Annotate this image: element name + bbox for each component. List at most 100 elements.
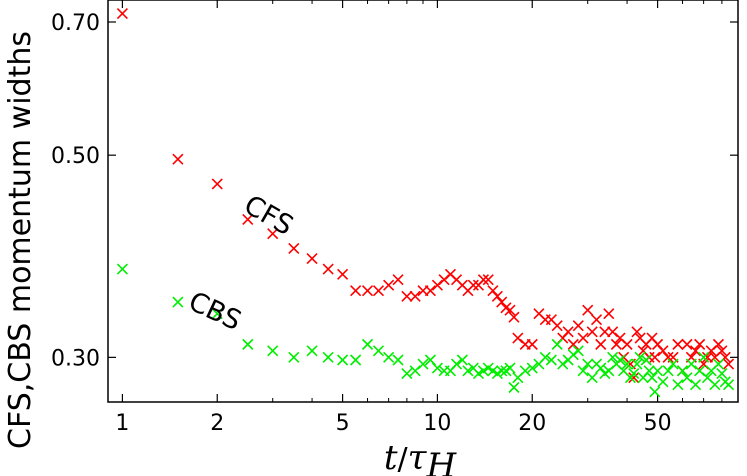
series-cbs — [116, 263, 735, 398]
cfs-point — [467, 279, 479, 291]
cfs-point — [491, 290, 503, 302]
cbs-point — [306, 345, 318, 357]
cfs-point — [672, 338, 684, 350]
cbs-point — [456, 354, 468, 366]
cfs-point — [722, 358, 735, 370]
cfs-point — [599, 326, 611, 338]
cbs-point — [172, 296, 184, 308]
y-tick-label: 0.30 — [51, 346, 100, 371]
cbs-point — [572, 345, 584, 357]
cfs-point — [383, 279, 395, 291]
cbs-point — [652, 365, 664, 377]
cbs-point — [712, 358, 724, 370]
cfs-point — [572, 320, 584, 332]
cfs-point — [649, 351, 661, 363]
cbs-point — [672, 379, 684, 391]
cbs-point — [628, 367, 640, 380]
cbs-point — [211, 308, 223, 320]
cbs-point — [614, 354, 626, 366]
cbs-point — [685, 358, 697, 370]
cfs-point — [716, 345, 728, 357]
cbs-point — [116, 263, 128, 275]
cbs-point — [545, 354, 557, 366]
cbs-point — [508, 381, 520, 394]
cbs-point — [539, 351, 551, 363]
cfs-point — [211, 178, 223, 190]
cbs-point — [337, 354, 349, 366]
cfs-point — [628, 372, 640, 384]
cbs-point — [551, 338, 563, 350]
cfs-point — [431, 279, 443, 291]
cfs-point — [288, 242, 300, 255]
tick-labels: 1 2 5 10 20 50 0.30 0.50 0.70 — [51, 11, 672, 436]
cbs-point — [586, 372, 598, 384]
cfs-point — [590, 314, 603, 326]
cfs-point — [610, 338, 622, 350]
x-axis-label-sub: H — [425, 446, 457, 476]
cbs-point — [716, 367, 728, 380]
cfs-point — [361, 285, 374, 297]
cbs-point — [431, 362, 443, 374]
cbs-point — [667, 358, 679, 370]
cfs-point — [372, 285, 385, 297]
cfs-point — [401, 290, 413, 302]
cbs-point — [657, 376, 669, 388]
cbs-point — [649, 386, 661, 398]
x-tick-label: 20 — [518, 411, 546, 436]
annotation-cbs: CBS — [184, 286, 246, 337]
cbs-point — [322, 351, 334, 363]
cbs-point — [662, 365, 674, 377]
y-tick-label: 0.50 — [51, 144, 100, 169]
cfs-point — [662, 351, 674, 363]
cfs-point — [306, 253, 318, 265]
cbs-point — [595, 362, 607, 374]
cbs-point — [607, 351, 619, 363]
x-tick-label: 1 — [115, 411, 129, 436]
cfs-point — [582, 304, 594, 316]
cfs-point — [322, 263, 334, 275]
cfs-point — [586, 326, 598, 338]
cbs-point — [462, 365, 474, 377]
cbs-point — [361, 338, 374, 350]
cbs-point — [392, 354, 404, 366]
cfs-point — [392, 274, 404, 286]
cfs-point — [482, 274, 494, 286]
cfs-point — [424, 285, 436, 297]
cfs-point — [242, 213, 254, 226]
cbs-point — [526, 362, 538, 374]
series — [116, 8, 735, 398]
cfs-point — [621, 338, 633, 350]
cfs-point — [567, 338, 579, 350]
cbs-point — [401, 367, 413, 380]
cfs-point — [551, 320, 563, 332]
cbs-point — [519, 365, 531, 377]
cfs-point — [690, 345, 702, 357]
y-tick-label: 0.70 — [51, 11, 100, 36]
cfs-point — [657, 345, 669, 357]
cfs-point — [562, 326, 574, 338]
cbs-point — [496, 365, 508, 377]
cbs-point — [450, 358, 463, 370]
cfs-point — [631, 326, 643, 338]
y-axis-label: CFS,CBS momentum widths — [3, 31, 38, 449]
cfs-point — [603, 308, 615, 320]
x-axis-label-tau: τ — [408, 438, 428, 476]
cfs-point — [350, 285, 362, 297]
ticks — [108, 0, 738, 402]
x-axis-label-main: t — [384, 438, 398, 476]
cbs-point — [676, 365, 689, 377]
cfs-point — [116, 8, 128, 20]
cfs-point — [577, 332, 589, 344]
cbs-point — [582, 358, 594, 370]
x-axis-label-sep: / — [398, 442, 409, 476]
cfs-point — [526, 338, 538, 350]
cfs-point — [477, 274, 490, 286]
cbs-point — [350, 354, 362, 366]
cbs-point — [504, 362, 516, 374]
cbs-point — [577, 365, 589, 377]
cbs-point — [621, 358, 633, 370]
cfs-point — [595, 338, 607, 350]
cfs-point — [267, 228, 279, 240]
cbs-point — [640, 354, 652, 366]
